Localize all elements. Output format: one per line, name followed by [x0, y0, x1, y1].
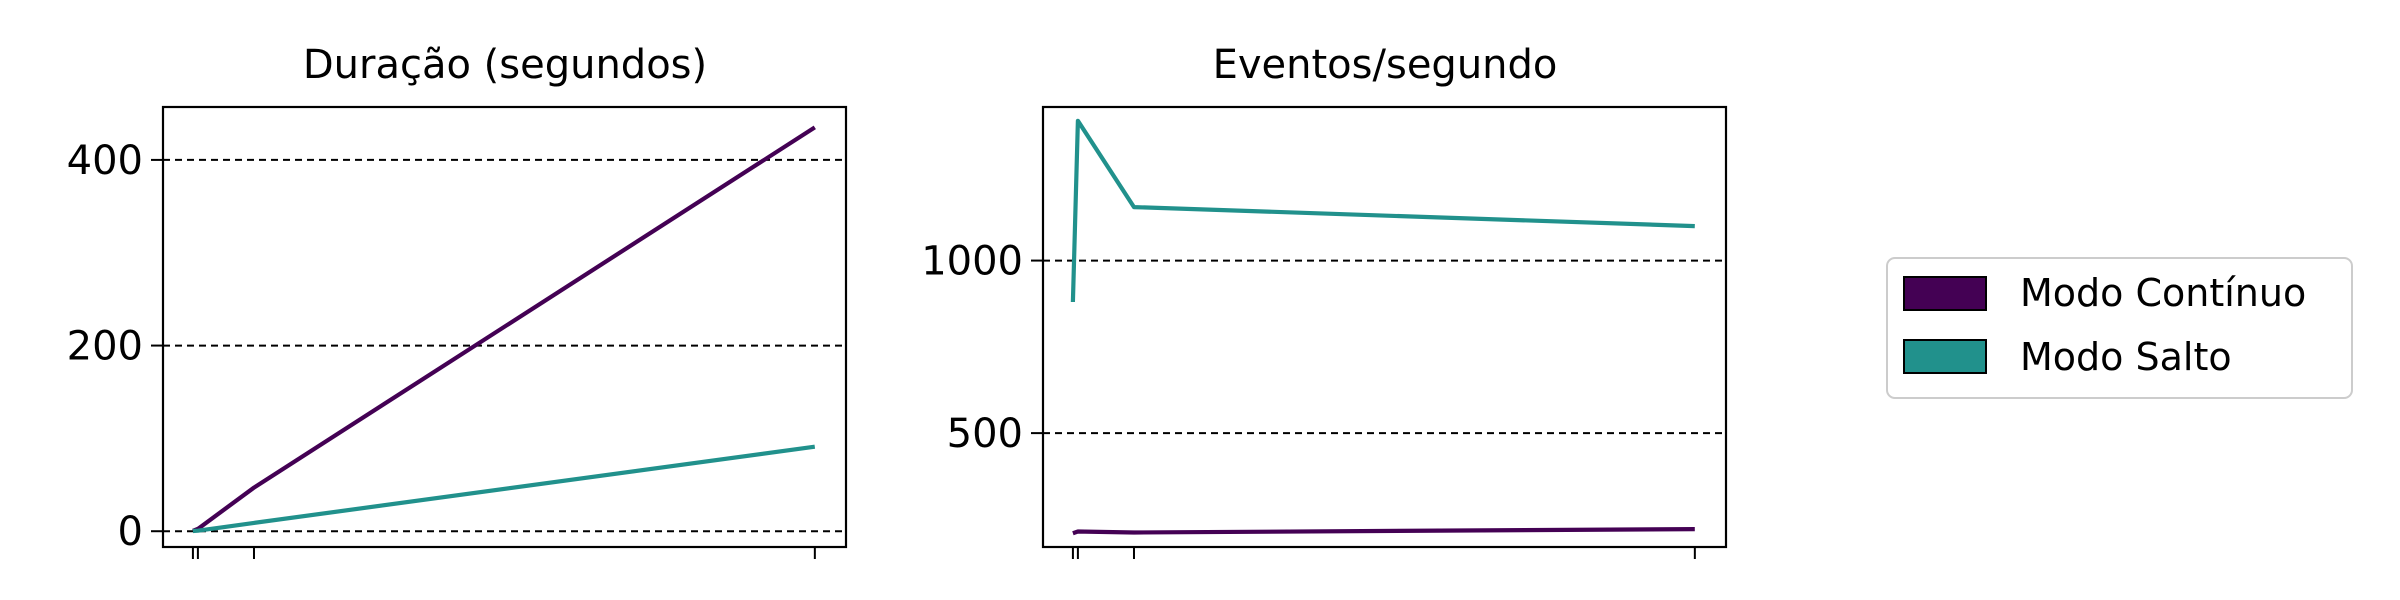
legend: Modo Contínuo Modo Salto [1886, 257, 2353, 399]
y-tick-label: 500 [947, 411, 1023, 457]
legend-frame [1886, 257, 2353, 399]
chart-eventos: Eventos/segundo 500 1000 [921, 42, 1728, 559]
legend-label-continuo: Modo Contínuo [2020, 271, 2306, 315]
y-tick-label: 400 [67, 138, 143, 184]
series-line-continuo [192, 125, 816, 533]
plot-frame [161, 105, 848, 549]
y-tick-label: 0 [118, 509, 143, 555]
series-line-salto [1070, 118, 1695, 303]
legend-label-salto: Modo Salto [2020, 335, 2232, 379]
legend-swatch-continuo [1903, 276, 1987, 311]
series-line-salto [192, 444, 816, 534]
chart-title: Duração (segundos) [303, 42, 707, 88]
chart-duracao: Duração (segundos) 0 200 400 [67, 42, 848, 559]
chart-title: Eventos/segundo [1213, 42, 1558, 88]
y-tick-label: 200 [67, 324, 143, 370]
legend-swatch-salto [1903, 339, 1987, 374]
series-line-continuo [1072, 527, 1695, 536]
y-tick-label: 1000 [921, 239, 1023, 285]
plot-frame [1041, 105, 1728, 549]
